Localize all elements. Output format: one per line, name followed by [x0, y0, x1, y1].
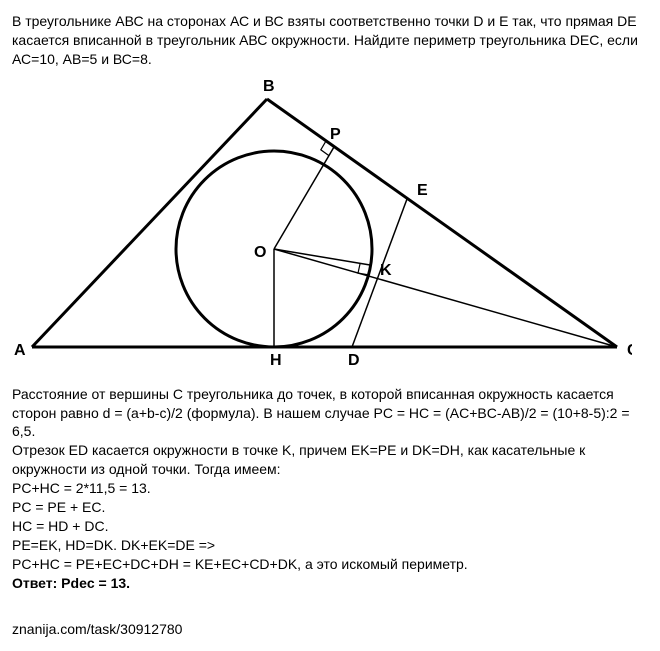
- svg-text:E: E: [417, 182, 428, 199]
- problem-statement: В треугольнике АВС на сторонах АС и ВС в…: [12, 12, 648, 69]
- solution-para1: Расстояние от вершины C треугольника до …: [12, 385, 648, 442]
- svg-text:D: D: [348, 352, 360, 369]
- solution-line5: PC+HC = PE+EC+DC+DH = KE+EC+CD+DK, а это…: [12, 555, 648, 574]
- source-link: znanija.com/task/30912780: [12, 620, 648, 639]
- solution-para2: Отрезок ED касается окружности в точке K…: [12, 441, 648, 479]
- svg-text:H: H: [270, 352, 282, 369]
- svg-text:P: P: [330, 126, 341, 143]
- svg-text:C: C: [627, 342, 632, 359]
- solution-block: Расстояние от вершины C треугольника до …: [12, 385, 648, 593]
- svg-text:O: O: [254, 244, 266, 261]
- solution-line1: PC+HC = 2*11,5 = 13.: [12, 479, 648, 498]
- solution-line4: PE=EK, HD=DK. DK+EK=DE =>: [12, 536, 648, 555]
- svg-text:K: K: [380, 262, 392, 279]
- solution-line2: PC = PE + EC.: [12, 498, 648, 517]
- answer-line: Ответ: Pdec = 13.: [12, 574, 648, 593]
- geometry-diagram: A B C D E H K P O: [12, 77, 632, 377]
- svg-text:B: B: [263, 78, 275, 95]
- solution-line3: HC = HD + DC.: [12, 517, 648, 536]
- svg-text:A: A: [14, 342, 26, 359]
